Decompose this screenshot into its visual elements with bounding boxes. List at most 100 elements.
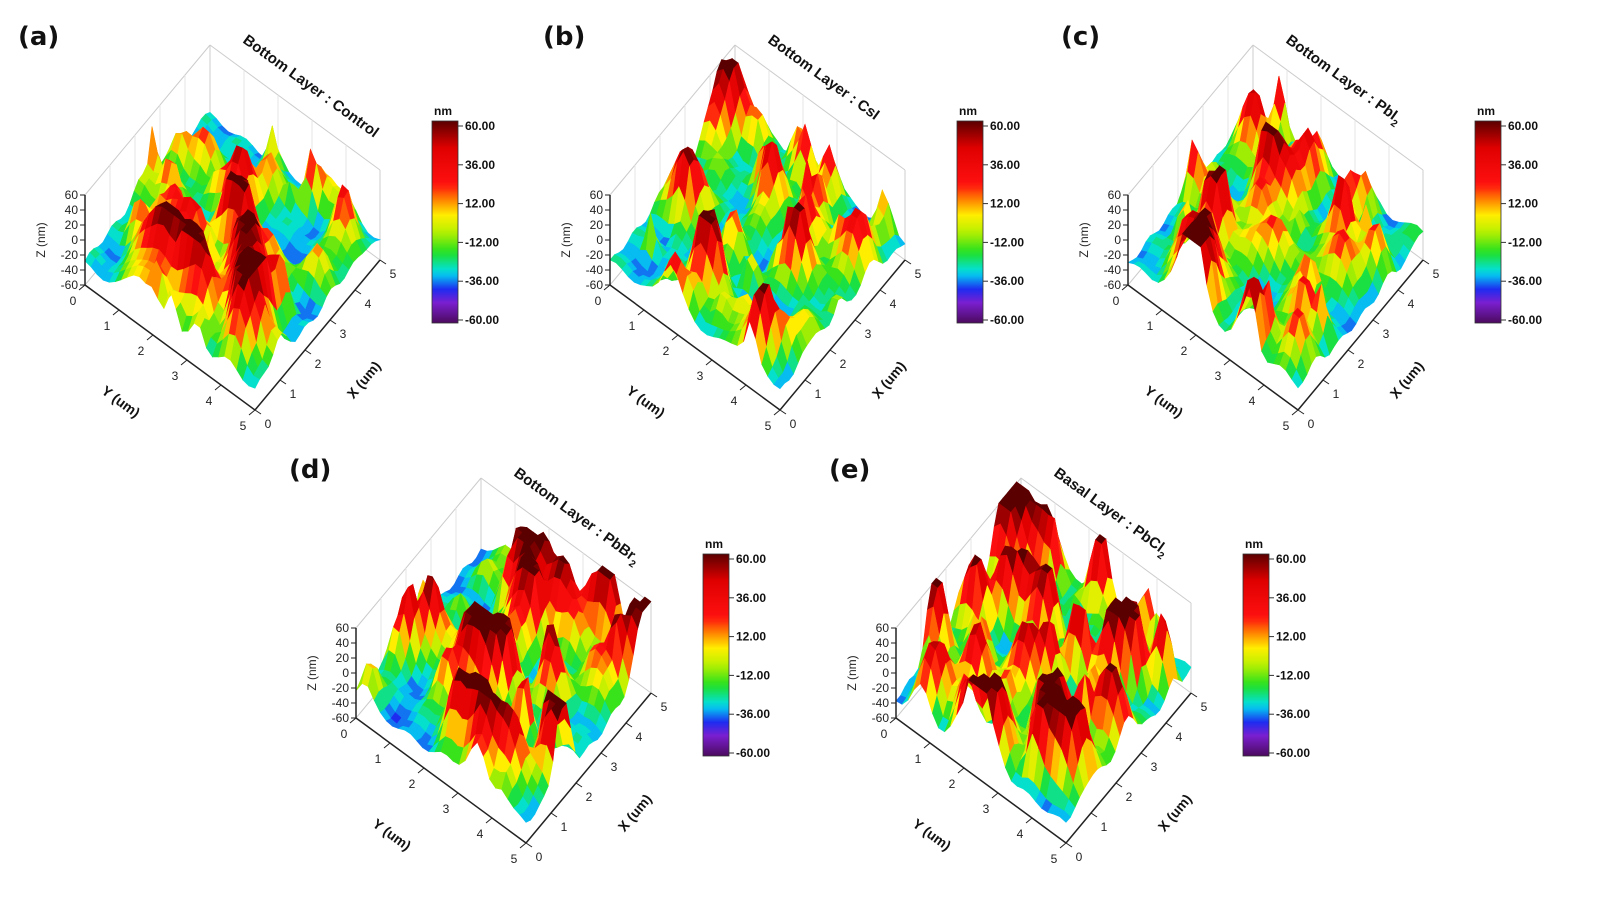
z-tick-label: 60 bbox=[65, 188, 79, 202]
colorbar-tick-label: 60.00 bbox=[465, 119, 495, 133]
colorbar-tick-label: -36.00 bbox=[1276, 707, 1310, 721]
z-axis-title: Z (nm) bbox=[1077, 222, 1091, 257]
y-tick bbox=[248, 409, 256, 416]
z-tick-label: -60 bbox=[332, 711, 350, 725]
z-tick-label: 0 bbox=[882, 666, 889, 680]
z-axis-title: Z (nm) bbox=[845, 655, 859, 690]
colorbar-tick-label: -36.00 bbox=[990, 274, 1024, 288]
x-tick bbox=[1297, 409, 1305, 415]
title-subscript: 2 bbox=[1388, 118, 1399, 130]
y-tick bbox=[923, 742, 931, 749]
y-tick-label: 1 bbox=[375, 752, 382, 766]
x-tick-label: 0 bbox=[790, 417, 797, 431]
x-tick bbox=[1190, 692, 1198, 698]
y-tick-label: 3 bbox=[1215, 369, 1222, 383]
panel-title: Bottom Layer : Control bbox=[240, 31, 382, 141]
y-tick-label: 5 bbox=[765, 419, 772, 433]
box-gridline bbox=[355, 477, 482, 629]
y-tick bbox=[1223, 359, 1231, 366]
y-tick-label: 4 bbox=[477, 827, 484, 841]
z-tick-label: -20 bbox=[872, 681, 890, 695]
z-axis-title: Z (nm) bbox=[559, 222, 573, 257]
z-tick-label: 0 bbox=[71, 233, 78, 247]
y-tick-label: 4 bbox=[1017, 827, 1024, 841]
box-gridline bbox=[1127, 44, 1254, 196]
y-tick-label: 2 bbox=[409, 777, 416, 791]
x-tick bbox=[1090, 812, 1098, 818]
z-tick-label: -60 bbox=[1104, 278, 1122, 292]
colorbar-unit: nm bbox=[1245, 537, 1263, 551]
z-tick-label: 40 bbox=[876, 636, 890, 650]
colorbar-tick-label: -12.00 bbox=[1276, 668, 1310, 682]
colorbar-tick-label: -12.00 bbox=[1508, 235, 1542, 249]
y-tick bbox=[451, 792, 459, 799]
x-tick-label: 5 bbox=[915, 267, 922, 281]
y-tick-label: 5 bbox=[1051, 852, 1058, 866]
x-tick-label: 3 bbox=[1383, 327, 1390, 341]
z-axis-title: Z (nm) bbox=[34, 222, 48, 257]
z-tick-label: 20 bbox=[590, 218, 604, 232]
colorbar-tick-label: -12.00 bbox=[465, 235, 499, 249]
x-axis-title: X (um) bbox=[1155, 791, 1195, 835]
colorbar-tick-label: 60.00 bbox=[1276, 552, 1306, 566]
x-tick bbox=[279, 379, 287, 385]
z-tick-label: -20 bbox=[61, 248, 79, 262]
y-tick bbox=[705, 359, 713, 366]
x-tick-label: 1 bbox=[1333, 387, 1340, 401]
surface bbox=[1127, 75, 1424, 389]
x-axis-line bbox=[525, 692, 652, 844]
y-tick bbox=[519, 842, 527, 849]
x-tick-label: 1 bbox=[1101, 820, 1108, 834]
y-axis-title: Y (um) bbox=[99, 382, 143, 420]
x-tick bbox=[575, 782, 583, 788]
y-tick bbox=[739, 384, 747, 391]
x-axis-title: X (um) bbox=[615, 791, 655, 835]
colorbar-tick-label: 60.00 bbox=[990, 119, 1020, 133]
x-tick bbox=[904, 259, 912, 265]
y-tick-label: 5 bbox=[511, 852, 518, 866]
y-tick-label: 5 bbox=[1283, 419, 1290, 433]
z-tick-label: -20 bbox=[1104, 248, 1122, 262]
panel-label: (c) bbox=[1061, 22, 1100, 52]
y-axis-line bbox=[609, 284, 781, 411]
y-tick-label: 2 bbox=[138, 344, 145, 358]
z-tick-label: -60 bbox=[872, 711, 890, 725]
x-tick bbox=[779, 409, 787, 415]
y-tick bbox=[773, 409, 781, 416]
y-tick-label: 2 bbox=[949, 777, 956, 791]
y-tick-label: 4 bbox=[1249, 394, 1256, 408]
y-tick bbox=[146, 334, 154, 341]
x-axis-title: X (um) bbox=[869, 358, 909, 402]
colorbar-tick-label: 36.00 bbox=[465, 158, 495, 172]
x-tick bbox=[550, 812, 558, 818]
y-tick-label: 0 bbox=[341, 727, 348, 741]
x-tick bbox=[254, 409, 262, 415]
y-tick bbox=[603, 284, 611, 291]
y-tick-label: 1 bbox=[915, 752, 922, 766]
x-tick bbox=[1397, 289, 1405, 295]
x-tick-label: 4 bbox=[636, 730, 643, 744]
panel-title: Basal Layer : PbCl2 bbox=[1048, 464, 1172, 562]
colorbar-tick-label: -60.00 bbox=[990, 313, 1024, 327]
x-tick-label: 3 bbox=[865, 327, 872, 341]
y-axis-title: Y (um) bbox=[910, 815, 954, 853]
x-tick bbox=[1115, 782, 1123, 788]
x-tick bbox=[1065, 842, 1073, 848]
colorbar-tick-label: 12.00 bbox=[990, 197, 1020, 211]
x-tick-label: 2 bbox=[1358, 357, 1365, 371]
x-tick-label: 1 bbox=[561, 820, 568, 834]
y-tick-label: 2 bbox=[1181, 344, 1188, 358]
surface bbox=[355, 526, 652, 823]
y-tick-label: 0 bbox=[70, 294, 77, 308]
colorbar-tick-label: -36.00 bbox=[736, 707, 770, 721]
z-tick-label: -60 bbox=[61, 278, 79, 292]
y-tick bbox=[957, 767, 965, 774]
z-tick-label: 0 bbox=[596, 233, 603, 247]
box-gridline bbox=[734, 44, 906, 171]
surface bbox=[609, 57, 906, 390]
colorbar-unit: nm bbox=[705, 537, 723, 551]
x-axis-title: X (um) bbox=[1387, 358, 1427, 402]
